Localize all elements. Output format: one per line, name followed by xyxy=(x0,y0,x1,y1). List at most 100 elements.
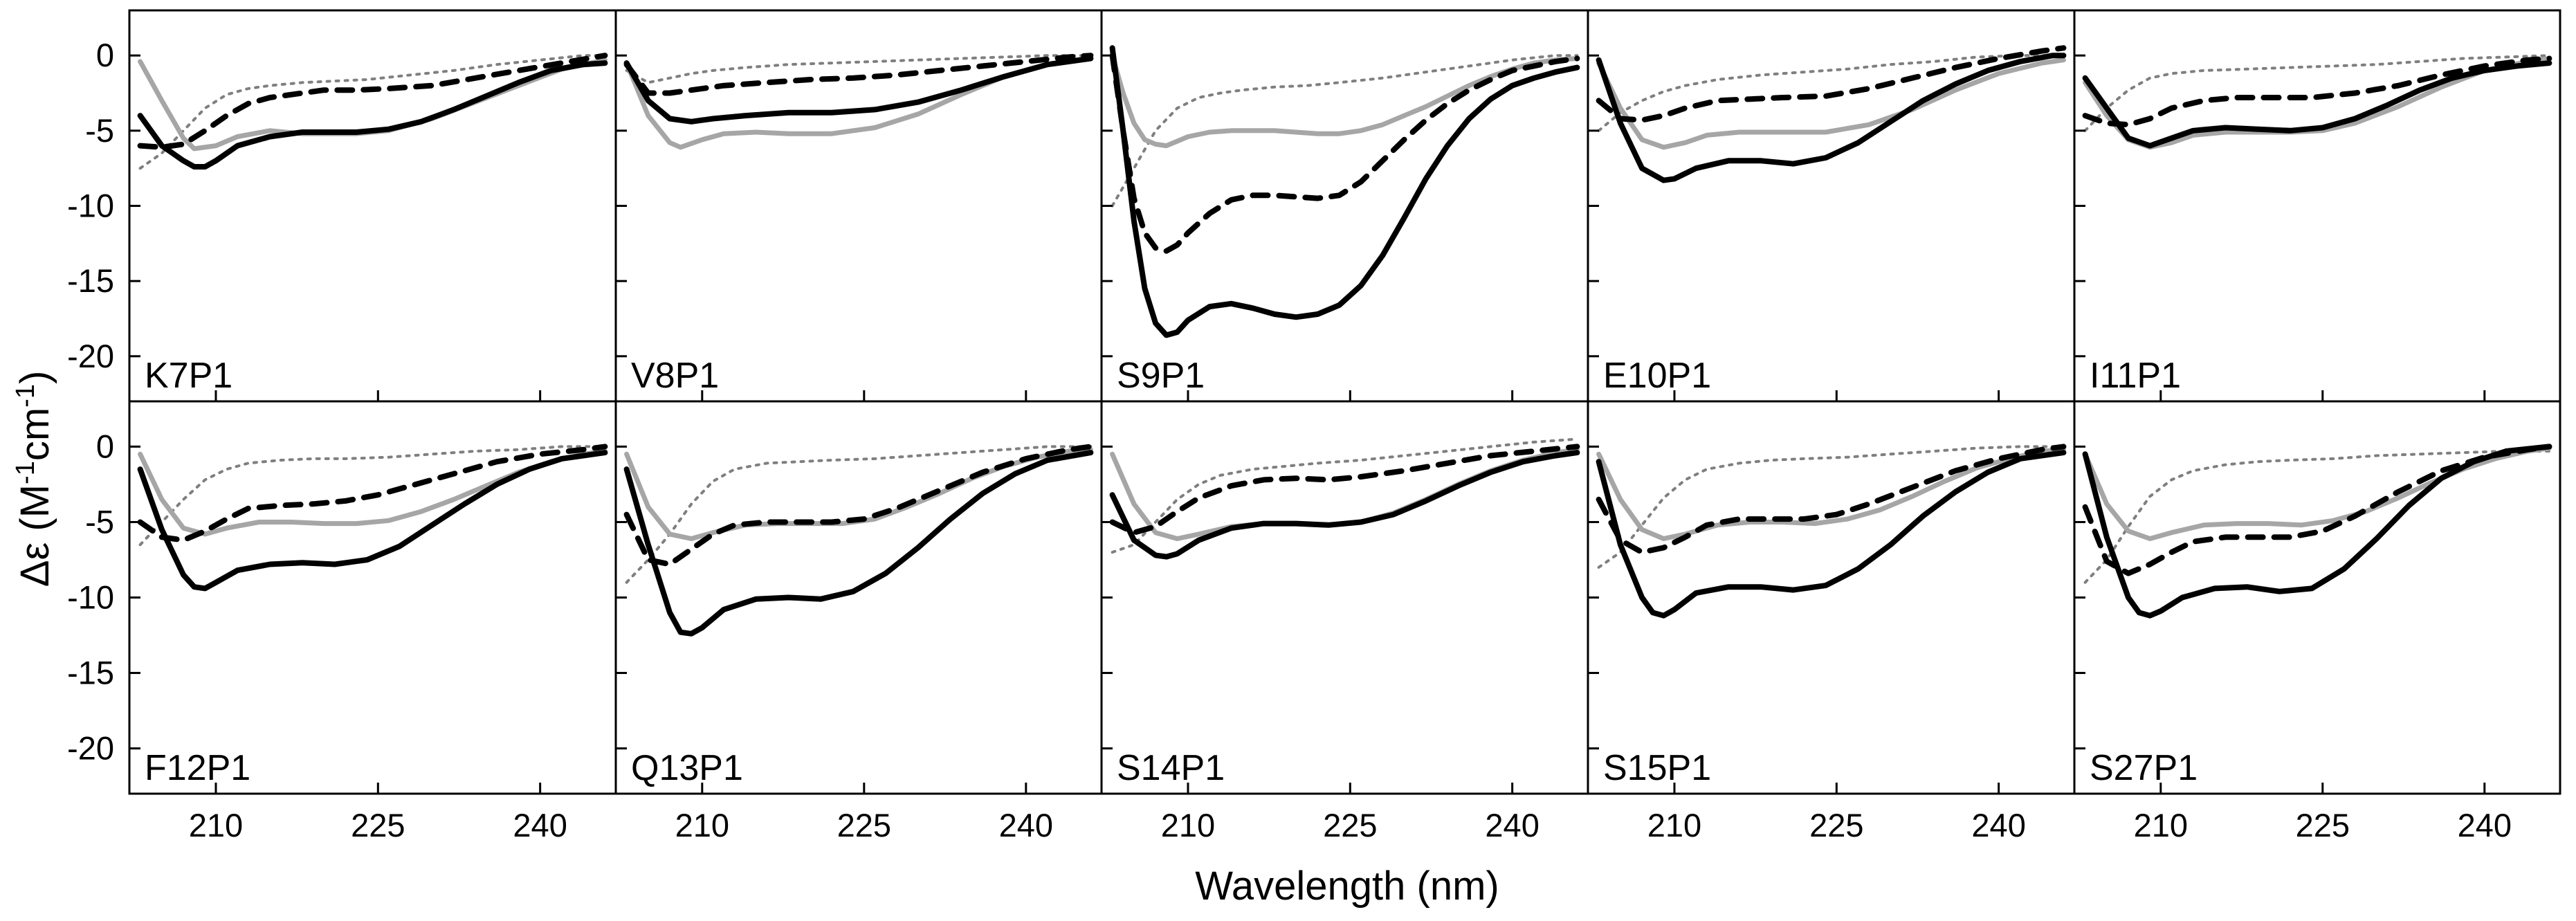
panel-series xyxy=(1109,45,1580,338)
panel-label: I11P1 xyxy=(2090,356,2181,396)
y-axis-title-suffix: ) xyxy=(12,371,57,384)
panel-s14p1: 210 225 240 S14P1 xyxy=(1100,400,1589,844)
panel-label: F12P1 xyxy=(145,748,250,788)
panel-s9p1: S9P1 xyxy=(1100,9,1589,403)
series-black-solid xyxy=(623,55,1094,125)
y-axis-title-sup2: -1 xyxy=(11,384,40,408)
series-gray-dotted xyxy=(2083,54,2551,132)
series-black-solid xyxy=(1596,53,2067,183)
x-tick-label: 210 xyxy=(2134,807,2188,844)
series-black-solid xyxy=(137,60,608,170)
series-gray-dotted xyxy=(1111,54,1579,208)
series-gray-dotted xyxy=(138,54,607,170)
series-black-dashed xyxy=(2082,55,2552,128)
series-black-solid xyxy=(1109,450,1580,560)
series-gray-solid xyxy=(138,448,608,537)
x-tick-label: 225 xyxy=(837,807,891,844)
x-tick-label: 240 xyxy=(1971,807,2025,844)
panel-label: S15P1 xyxy=(1603,748,1711,788)
series-black-dashed xyxy=(623,53,1094,96)
series-black-dashed xyxy=(137,53,608,150)
series-gray-dotted xyxy=(625,54,1093,84)
panel-label: Q13P1 xyxy=(631,748,743,788)
y-axis-title-mid: cm xyxy=(12,408,57,461)
series-gray-solid xyxy=(1596,57,2066,150)
panel-i11p1: I11P1 xyxy=(2073,9,2561,403)
panel-label: S27P1 xyxy=(2090,748,2198,788)
series-gray-dotted xyxy=(2083,450,2551,584)
panel-series xyxy=(1596,444,2067,619)
y-axis-title: Δε (M-1cm-1) xyxy=(11,371,57,587)
x-tick-label: 210 xyxy=(1647,807,1701,844)
series-gray-solid xyxy=(138,57,608,152)
panel-series xyxy=(1109,437,1580,560)
x-tick-label: 225 xyxy=(351,807,405,844)
y-tick-label: -20 xyxy=(67,338,114,374)
x-tick-label: 240 xyxy=(513,807,567,844)
panel-f12p1: 210 225 240 0 -5 -10 -15 -20 F12P1 xyxy=(67,400,617,844)
y-tick-label: -10 xyxy=(67,579,114,616)
y-tick-label: -20 xyxy=(67,730,114,767)
panel-series xyxy=(1596,45,2067,183)
series-black-dashed xyxy=(623,444,1094,567)
panel-q13p1: 210 225 240 Q13P1 xyxy=(614,400,1103,844)
panel-series xyxy=(623,444,1094,637)
y-axis-title-sup1: -1 xyxy=(11,461,40,484)
panel-k7p1: 0 -5 -10 -15 -20 K7P1 xyxy=(67,9,617,403)
series-gray-solid xyxy=(1596,447,2066,541)
series-black-dashed xyxy=(1109,53,1580,254)
panel-frame xyxy=(128,400,617,795)
series-black-dashed xyxy=(137,444,608,543)
panel-e10p1: E10P1 xyxy=(1587,9,2076,403)
panel-label: E10P1 xyxy=(1603,356,1711,396)
panel-series xyxy=(623,53,1094,150)
panel-series xyxy=(2082,54,2552,150)
series-gray-dotted xyxy=(625,445,1093,584)
y-tick-label: -10 xyxy=(67,188,114,224)
panel-label: V8P1 xyxy=(631,356,719,396)
y-tick-label: 0 xyxy=(96,428,114,464)
series-gray-dotted xyxy=(138,445,607,547)
y-tick-label: 0 xyxy=(96,37,114,73)
y-tick-label: -15 xyxy=(67,262,114,299)
panel-series xyxy=(2082,444,2552,619)
series-black-solid xyxy=(1596,450,2067,619)
panel-series xyxy=(137,444,608,592)
y-tick-label: -15 xyxy=(67,655,114,691)
panel-label: S9P1 xyxy=(1117,356,1205,396)
x-tick-label: 210 xyxy=(1161,807,1215,844)
panel-series xyxy=(137,53,608,170)
panels-grid: 0 -5 -10 -15 -20 K7P1 V8P1 S9P1 E10P1 I11P1 210 225… xyxy=(67,9,2561,844)
x-tick-label: 210 xyxy=(189,807,243,844)
series-gray-dotted xyxy=(1597,445,2065,569)
series-black-dashed xyxy=(1109,444,1580,536)
panel-frame xyxy=(128,9,617,403)
y-tick-label: -5 xyxy=(85,503,114,540)
panel-label: S14P1 xyxy=(1117,748,1225,788)
x-tick-label: 240 xyxy=(2458,807,2512,844)
series-black-solid xyxy=(1109,45,1580,338)
series-black-dashed xyxy=(1596,444,2067,556)
series-black-solid xyxy=(623,450,1094,637)
series-gray-dotted xyxy=(1111,437,1579,554)
panel-s15p1: 210 225 240 S15P1 xyxy=(1587,400,2076,844)
series-gray-solid xyxy=(2083,446,2552,541)
x-tick-label: 210 xyxy=(675,807,729,844)
series-black-solid xyxy=(2082,444,2552,619)
series-gray-solid xyxy=(1110,53,1580,149)
y-tick-label: -5 xyxy=(85,112,114,149)
x-axis-title: Wavelength (nm) xyxy=(1195,864,1499,909)
x-tick-label: 240 xyxy=(1485,807,1539,844)
y-axis-title-prefix: Δε (M xyxy=(12,484,57,587)
x-tick-label: 240 xyxy=(999,807,1053,844)
series-gray-solid xyxy=(624,447,1093,541)
panel-v8p1: V8P1 xyxy=(614,9,1103,403)
x-tick-label: 225 xyxy=(1323,807,1377,844)
series-black-solid xyxy=(2082,60,2552,149)
series-gray-dotted xyxy=(1597,54,2065,132)
series-black-solid xyxy=(137,450,608,592)
series-black-dashed xyxy=(1596,45,2067,123)
x-tick-label: 225 xyxy=(2296,807,2350,844)
panel-s27p1: 210 225 240 S27P1 xyxy=(2073,400,2561,844)
